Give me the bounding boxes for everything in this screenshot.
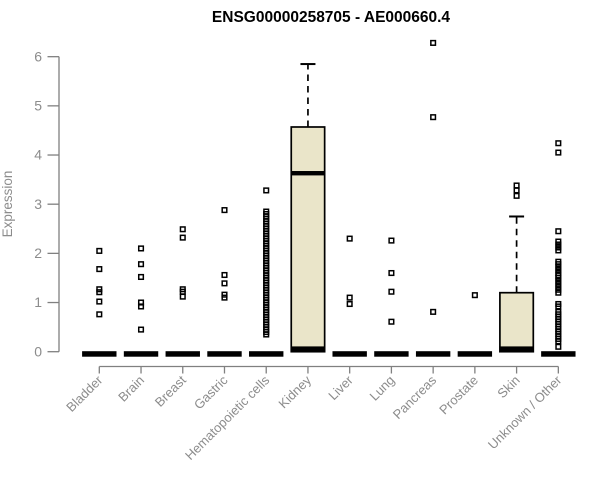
boxplot-group bbox=[541, 140, 576, 357]
y-tick-label: 2 bbox=[34, 245, 42, 261]
x-tick-label: Gastric bbox=[191, 372, 231, 412]
zero-bar bbox=[249, 351, 284, 357]
outlier-point bbox=[221, 294, 228, 301]
zero-bar bbox=[165, 351, 200, 357]
outlier-point bbox=[555, 140, 562, 147]
boxplot-group bbox=[332, 235, 367, 357]
outlier-point bbox=[430, 308, 437, 315]
x-tick-label: Kidney bbox=[275, 372, 314, 411]
outlier-point bbox=[137, 261, 145, 268]
outlier-point bbox=[555, 289, 562, 296]
box bbox=[499, 291, 535, 353]
outlier-point bbox=[137, 303, 145, 310]
x-tick-label: Brain bbox=[115, 373, 147, 405]
x-tick-label: Skin bbox=[494, 373, 522, 401]
zero-bar bbox=[374, 351, 409, 357]
boxplot-group bbox=[415, 39, 451, 357]
boxplot-group bbox=[457, 292, 493, 357]
outlier-point bbox=[137, 245, 145, 252]
zero-bar bbox=[457, 351, 493, 357]
outlier-point bbox=[555, 247, 562, 254]
outlier-point bbox=[471, 292, 478, 299]
box bbox=[290, 126, 326, 353]
outlier-point bbox=[179, 226, 186, 233]
outlier-point bbox=[388, 288, 395, 295]
outlier-point bbox=[555, 228, 562, 235]
outlier-point bbox=[513, 192, 520, 199]
y-tick-label: 4 bbox=[34, 147, 42, 163]
zero-bar bbox=[207, 351, 242, 357]
outlier-point bbox=[221, 207, 228, 214]
outlier-point bbox=[137, 326, 145, 333]
zero-bar bbox=[82, 351, 117, 357]
outlier-point bbox=[555, 343, 562, 350]
outlier-point bbox=[388, 269, 395, 277]
outlier-point bbox=[96, 311, 103, 318]
outlier-point bbox=[96, 289, 103, 296]
outlier-point bbox=[555, 149, 562, 156]
y-axis-label: Expression bbox=[0, 171, 15, 238]
outlier-point bbox=[346, 235, 353, 242]
outlier-point bbox=[137, 273, 145, 281]
outlier-point bbox=[221, 280, 228, 287]
outlier-point bbox=[179, 293, 186, 300]
outlier-point bbox=[179, 234, 186, 241]
zero-bar bbox=[541, 351, 576, 357]
x-tick-label: Prostate bbox=[436, 373, 481, 418]
outlier-point bbox=[430, 39, 437, 46]
x-tick-label: Pancreas bbox=[390, 372, 440, 422]
outlier-point bbox=[555, 303, 562, 310]
chart-title: ENSG00000258705 - AE000660.4 bbox=[212, 9, 451, 26]
outlier-point bbox=[388, 318, 395, 325]
outlier-point bbox=[346, 300, 353, 308]
outlier-point bbox=[96, 298, 103, 305]
x-tick-label: Liver bbox=[325, 372, 356, 403]
boxplot-group bbox=[249, 187, 284, 357]
outlier-point bbox=[513, 182, 520, 189]
outlier-point bbox=[96, 266, 103, 273]
boxplot-group bbox=[374, 237, 409, 357]
y-tick-label: 5 bbox=[34, 98, 42, 114]
outlier-point bbox=[96, 247, 103, 254]
outlier-point bbox=[513, 187, 520, 194]
outlier-point bbox=[263, 331, 270, 338]
y-tick-label: 0 bbox=[34, 343, 42, 359]
boxplot-group bbox=[499, 182, 535, 353]
outlier-point bbox=[430, 114, 437, 121]
outlier-point bbox=[221, 271, 228, 279]
x-tick-label: Breast bbox=[152, 372, 189, 409]
outlier-point bbox=[555, 338, 562, 345]
y-tick-label: 1 bbox=[34, 294, 42, 310]
y-tick-label: 3 bbox=[34, 196, 42, 212]
median-line bbox=[291, 171, 325, 176]
x-tick-label: Lung bbox=[366, 373, 397, 404]
y-axis: 0 1 2 3 4 5 6 bbox=[34, 48, 60, 359]
outlier-point bbox=[346, 294, 353, 301]
zero-bar bbox=[415, 351, 451, 357]
box-bottom-bar bbox=[290, 346, 326, 353]
boxplot-group bbox=[207, 207, 242, 357]
zero-bar bbox=[123, 351, 159, 357]
boxplot-group bbox=[82, 247, 117, 357]
y-tick-label: 6 bbox=[34, 48, 42, 64]
boxplot-group bbox=[290, 63, 326, 353]
zero-bar bbox=[332, 351, 367, 357]
boxplot-group bbox=[123, 245, 159, 357]
box-bottom-bar bbox=[499, 346, 534, 353]
outlier-point bbox=[388, 237, 395, 244]
outlier-point bbox=[263, 187, 270, 194]
boxplot-group bbox=[165, 226, 200, 357]
x-tick-label: Unknown / Other bbox=[485, 372, 565, 452]
x-tick-label: Bladder bbox=[63, 372, 106, 415]
